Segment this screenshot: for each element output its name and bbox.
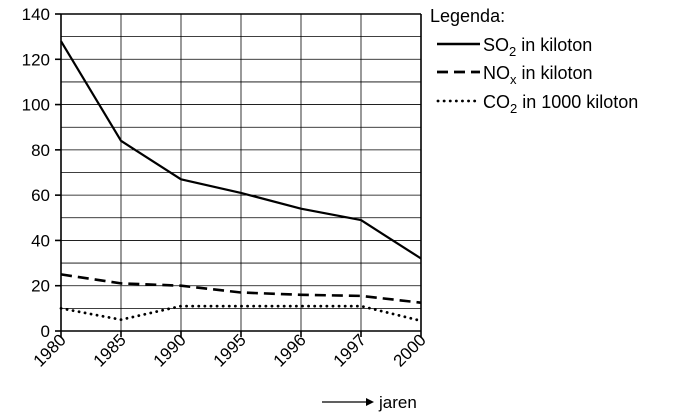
series-line-co2 xyxy=(59,304,423,323)
y-tick-label: 0 xyxy=(41,322,50,341)
y-tick-label: 120 xyxy=(22,50,50,69)
series-lines xyxy=(59,40,423,323)
x-tick-label: 2000 xyxy=(390,330,430,370)
legend-item-nox: NOx in kiloton xyxy=(437,63,593,87)
x-tick-label: 1995 xyxy=(210,330,250,370)
x-tick-label: 1997 xyxy=(330,330,370,370)
y-tick-label: 60 xyxy=(31,186,50,205)
y-tick-label: 80 xyxy=(31,141,50,160)
x-tick-label: 1990 xyxy=(150,330,190,370)
grid xyxy=(60,13,422,332)
x-axis-ticks: 1980 1985 1990 1995 1996 1997 2000 xyxy=(30,330,430,370)
legend-label-so2: SO2 in kiloton xyxy=(483,35,592,59)
legend-item-co2: CO2 in 1000 kiloton xyxy=(436,92,638,116)
y-tick-label: 20 xyxy=(31,277,50,296)
y-tick-label: 140 xyxy=(22,5,50,24)
y-tick-label: 40 xyxy=(31,231,50,250)
x-axis-arrow-head xyxy=(366,398,374,406)
x-tick-label: 1985 xyxy=(90,330,130,370)
y-tick-label: 100 xyxy=(22,96,50,115)
x-tick-label: 1980 xyxy=(30,330,70,370)
x-tick-label: 1996 xyxy=(270,330,310,370)
legend-label-nox: NOx in kiloton xyxy=(483,63,593,87)
legend-item-so2: SO2 in kiloton xyxy=(437,35,592,59)
legend: Legenda: SO2 in kiloton NOx in kiloton C… xyxy=(430,6,638,116)
series-line-nox xyxy=(60,273,422,304)
x-axis-label-text: jaren xyxy=(378,393,417,412)
series-line-so2 xyxy=(60,40,422,260)
y-axis-ticks: 0 20 40 60 80 100 120 140 xyxy=(22,5,61,341)
legend-title: Legenda: xyxy=(430,6,505,26)
x-axis-label: jaren xyxy=(322,393,417,412)
legend-label-co2: CO2 in 1000 kiloton xyxy=(483,92,638,116)
